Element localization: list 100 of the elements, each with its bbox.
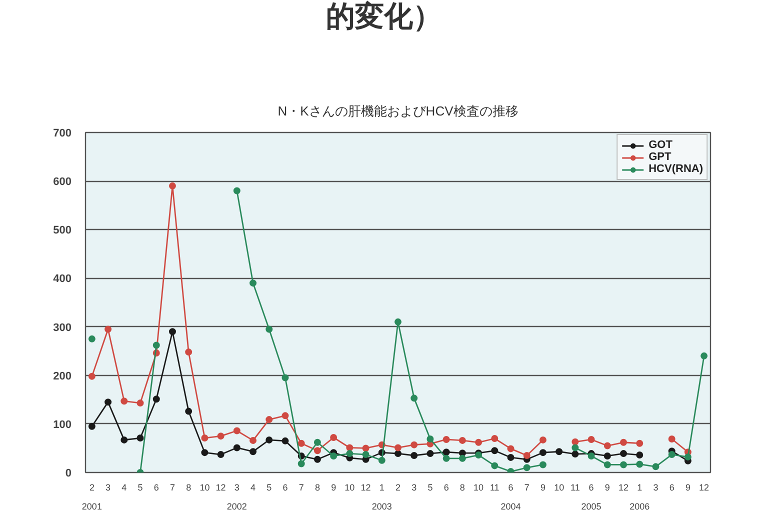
point: [572, 450, 579, 458]
x-tick-label: 8: [314, 482, 320, 492]
point: [282, 412, 289, 420]
y-tick-label: 300: [53, 322, 72, 334]
x-tick-label: 5: [428, 482, 433, 492]
x-tick-label: 6: [154, 482, 159, 492]
point: [394, 450, 402, 458]
x-tick-label: 7: [524, 482, 530, 492]
legend-label: GPT: [648, 151, 672, 163]
point: [266, 416, 273, 424]
point: [442, 454, 450, 462]
category-label: 3 2002: [226, 482, 247, 512]
point: [426, 435, 434, 442]
point: [604, 461, 611, 468]
x-tick-label: 3: [412, 482, 417, 492]
point: [507, 454, 514, 461]
point: [523, 464, 530, 472]
point: [233, 427, 240, 434]
x-tick-label: 11: [570, 482, 580, 492]
x-tick-label: 8: [186, 482, 192, 492]
point: [636, 460, 644, 468]
point: [136, 400, 144, 407]
category-label: 6 2005: [581, 482, 602, 512]
point: [282, 374, 289, 382]
y-tick-label: 700: [53, 128, 72, 140]
point: [298, 460, 305, 468]
x-tick-label: 5: [138, 482, 143, 492]
point: [346, 450, 354, 458]
y-tick-label: 600: [53, 176, 72, 188]
point: [491, 435, 498, 442]
point: [250, 448, 257, 456]
point: [104, 326, 112, 333]
point: [556, 448, 563, 456]
category-label: 1 2006: [630, 482, 650, 512]
point: [250, 280, 257, 287]
point: [362, 444, 370, 452]
point: [282, 437, 289, 444]
point: [668, 451, 676, 458]
point: [668, 435, 676, 442]
category-label: 1 2003: [372, 482, 392, 512]
point: [588, 436, 595, 443]
point: [266, 326, 273, 333]
point: [507, 445, 514, 452]
y-tick-label: 400: [53, 273, 72, 286]
x-tick-label: 12: [360, 482, 371, 492]
point: [539, 436, 546, 444]
point: [410, 441, 418, 448]
point: [298, 440, 305, 447]
point: [233, 444, 240, 452]
point: [330, 452, 338, 460]
x-tick-label: 10: [200, 482, 210, 492]
point: [442, 436, 450, 443]
point: [475, 438, 482, 446]
point: [217, 432, 224, 440]
point: [152, 342, 160, 349]
point: [201, 434, 208, 442]
point: [572, 438, 579, 446]
y-tick-label: 500: [53, 224, 72, 237]
point: [410, 452, 418, 459]
text: 的変化）: [326, 0, 442, 34]
point: [201, 449, 208, 456]
point: [378, 456, 386, 464]
x-tick-label: 10: [474, 482, 484, 492]
x-tick-label: 7: [170, 482, 175, 492]
point: [458, 454, 466, 462]
legend-label: HCV(RNA): [648, 163, 703, 175]
point: [684, 453, 692, 460]
point: [604, 452, 611, 460]
x-tick-label: 4: [122, 482, 127, 492]
point: [636, 440, 644, 447]
point: [185, 348, 192, 356]
point: [136, 434, 144, 442]
point: [314, 447, 321, 454]
point: [104, 398, 112, 406]
point: [572, 444, 579, 452]
point: [620, 461, 628, 468]
point: [539, 449, 546, 456]
x-tick-label: 2: [395, 482, 401, 492]
point: [346, 444, 354, 452]
point: [426, 450, 434, 458]
x-tick-label: 6: [282, 482, 288, 492]
x-tick-label: 9: [540, 482, 546, 492]
point: [88, 372, 96, 380]
x-tick-label: 7: [298, 482, 304, 492]
point: [152, 396, 160, 403]
point: [120, 398, 128, 405]
category-label: 2 2001: [82, 482, 102, 512]
point: [168, 182, 176, 190]
point: [604, 442, 611, 450]
point: [620, 438, 628, 446]
point: [620, 450, 628, 458]
point: [185, 408, 192, 415]
x-tick-label: 12: [618, 482, 629, 492]
point: [266, 436, 273, 444]
legend-label: GOT: [648, 139, 672, 151]
x-tick-label: 3: [106, 482, 111, 492]
point: [250, 436, 257, 444]
point: [362, 451, 370, 458]
point: [652, 463, 660, 470]
point: [491, 462, 498, 470]
